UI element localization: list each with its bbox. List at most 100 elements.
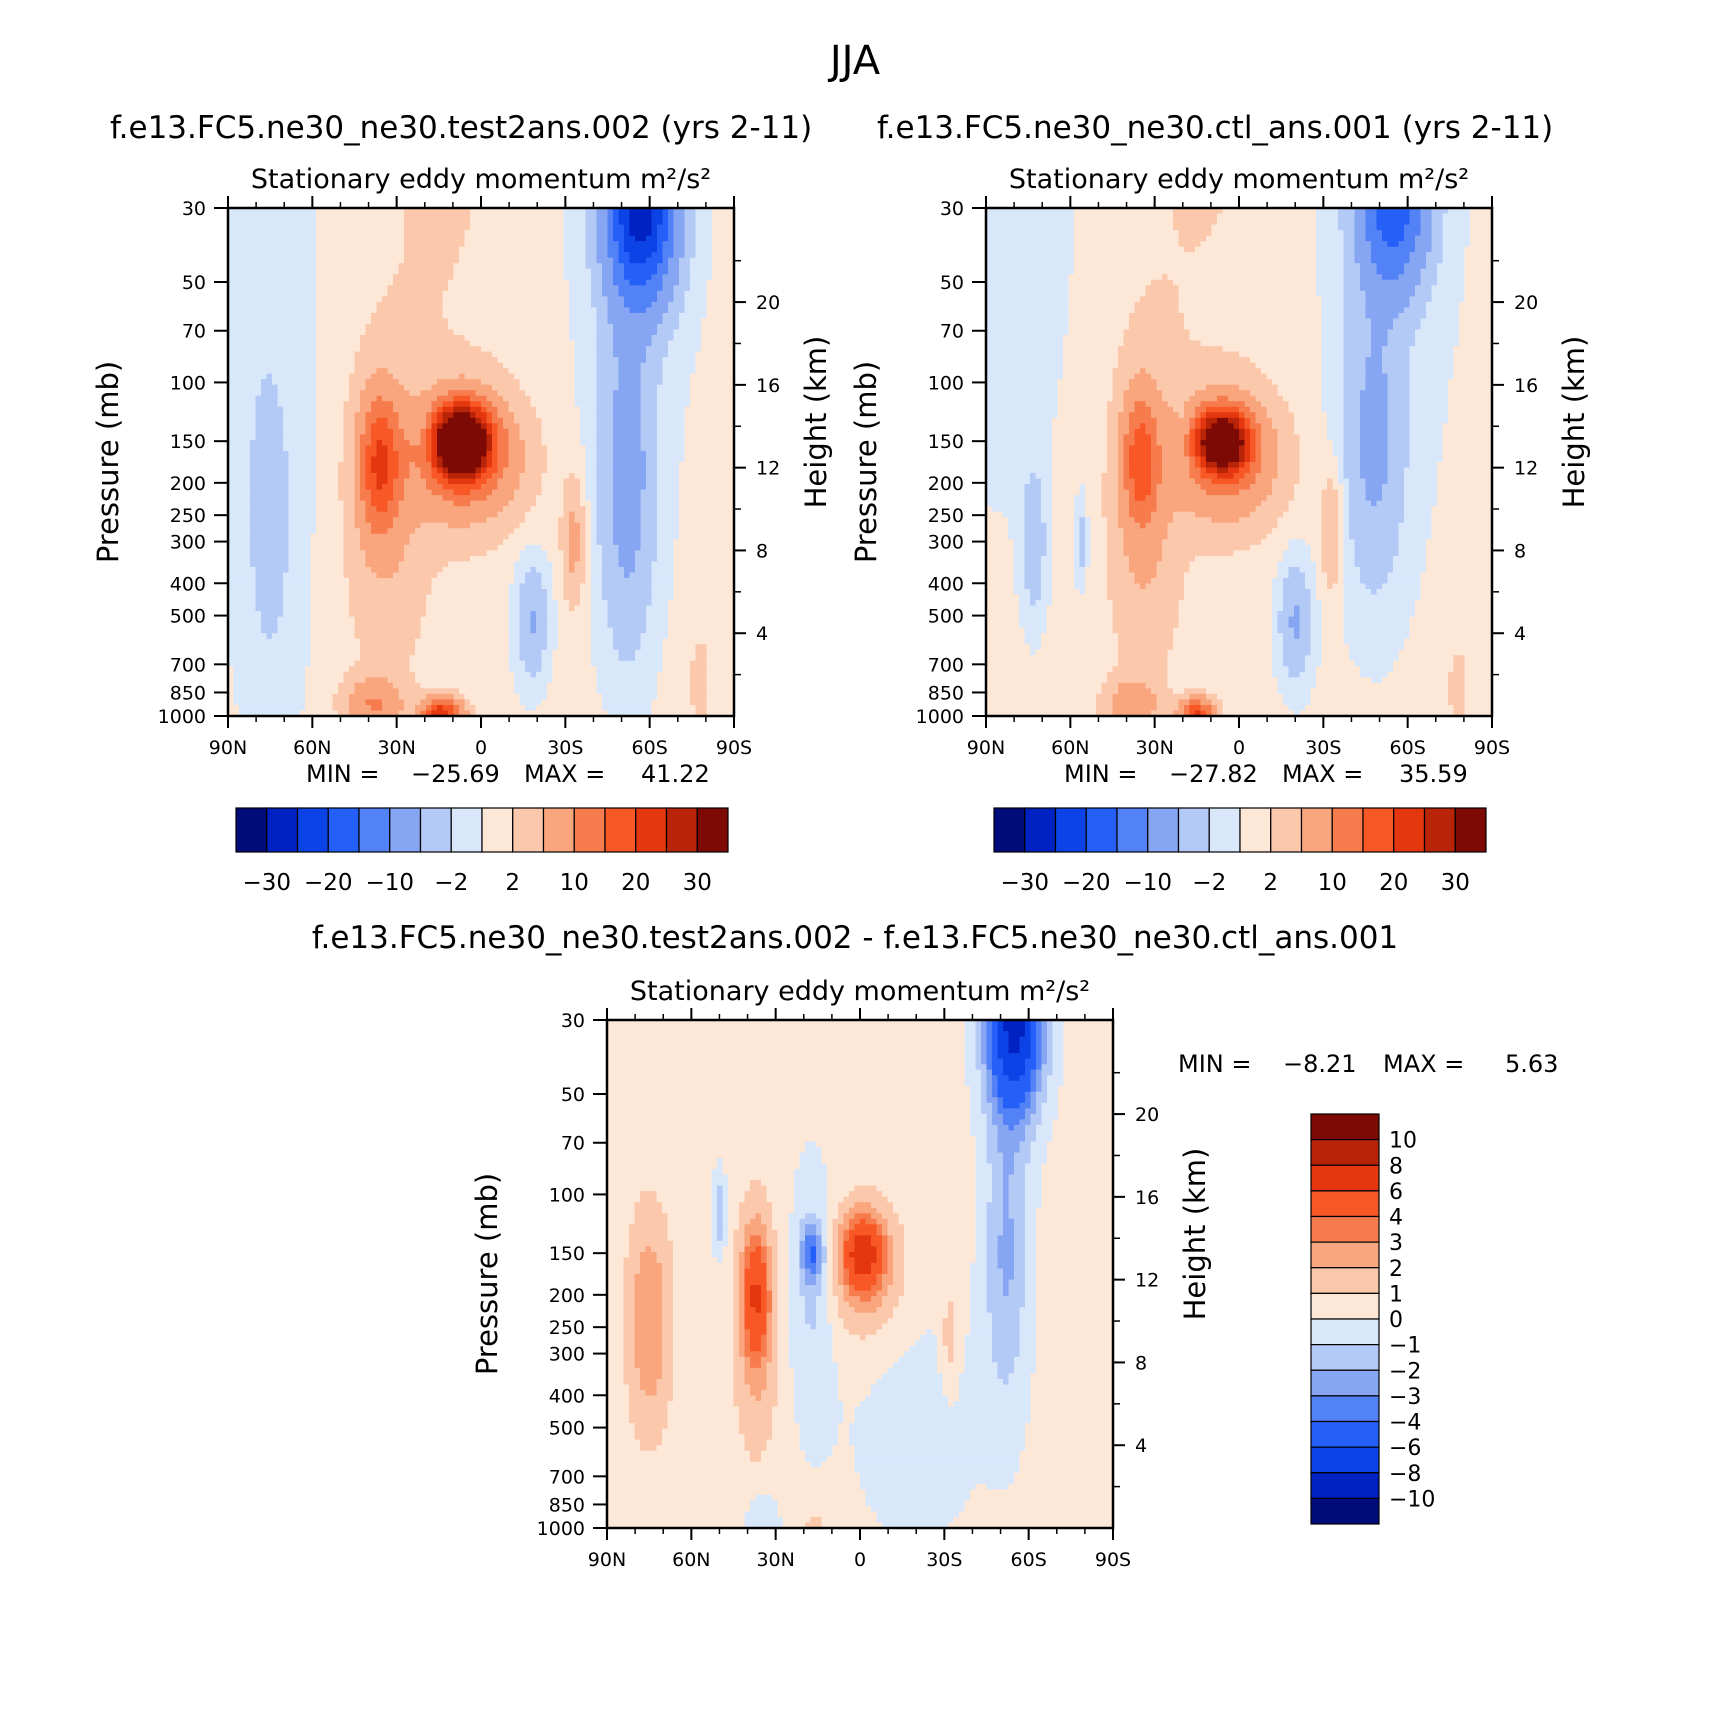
colorbar-swatch: [451, 808, 482, 852]
colorbar-tick-label: 10: [1318, 870, 1347, 896]
x-tick-label: 60S: [1390, 737, 1426, 759]
y-tick-label: 70: [561, 1133, 585, 1155]
colorbar-swatch: [298, 808, 329, 852]
x-tick-label: 0: [854, 1549, 866, 1571]
colorbar-tick-label: 2: [1389, 1257, 1403, 1282]
colorbar-swatch: [1311, 1165, 1379, 1191]
colorbar-swatch: [1311, 1396, 1379, 1422]
y-tick-label: 500: [928, 606, 964, 628]
x-tick-label: 90S: [1095, 1549, 1131, 1571]
colorbar-swatch: [1302, 808, 1333, 852]
colorbar-swatch: [390, 808, 421, 852]
max-value: 5.63: [1505, 1050, 1558, 1078]
panel-1-contour-field: [228, 208, 735, 717]
colorbar-tick-label: 8: [1389, 1154, 1403, 1179]
colorbar-swatch: [574, 808, 605, 852]
y-tick-label: 100: [170, 372, 206, 394]
colorbar-swatch: [328, 808, 359, 852]
colorbar-tick-label: 0: [1389, 1308, 1403, 1333]
colorbar-swatch: [1394, 808, 1425, 852]
colorbar-tick-label: 10: [560, 870, 589, 896]
colorbar-swatch: [1240, 808, 1271, 852]
x-tick-label: 30S: [547, 737, 583, 759]
colorbar-swatch: [1271, 808, 1302, 852]
y-tick-label: 30: [182, 198, 206, 220]
colorbar-swatch: [1311, 1217, 1379, 1243]
colorbar-swatch: [994, 808, 1025, 852]
colorbar-swatch: [1311, 1447, 1379, 1473]
y-tick-label: 70: [940, 321, 964, 343]
colorbar-swatch: [1311, 1422, 1379, 1448]
y-tick-label: 200: [549, 1285, 585, 1307]
colorbar-swatch: [1086, 808, 1117, 852]
colorbar-swatch: [1148, 808, 1179, 852]
panel-3-stats: MIN = −8.21 MAX = 5.63: [1178, 1050, 1558, 1078]
min-value: −27.82: [1169, 760, 1258, 788]
y-tick-label: 1000: [158, 706, 206, 728]
y-tick-label: 150: [170, 431, 206, 453]
y-tick-label: 700: [928, 654, 964, 676]
x-tick-label: 60N: [1051, 737, 1089, 759]
colorbar-tick-label: −2: [1192, 870, 1226, 896]
y-tick-label: 30: [561, 1010, 585, 1032]
colorbar-swatch: [1056, 808, 1087, 852]
x-tick-label: 0: [1233, 737, 1245, 759]
colorbar-tick-label: −20: [1062, 870, 1111, 896]
panel-1-stats: MIN = −25.69 MAX = 41.22: [306, 760, 710, 788]
colorbar-tick-label: 1: [1389, 1282, 1403, 1307]
colorbar-tick-label: −10: [365, 870, 414, 896]
height-tick-label: 4: [756, 623, 768, 645]
min-value: −25.69: [411, 760, 500, 788]
x-tick-label: 90S: [716, 737, 752, 759]
colorbar-tick-label: 6: [1389, 1180, 1403, 1205]
colorbar-swatch: [605, 808, 636, 852]
y-tick-label: 50: [561, 1084, 585, 1106]
colorbar-swatch: [1311, 1293, 1379, 1319]
colorbar-tick-label: 20: [621, 870, 650, 896]
y-tick-label: 300: [549, 1344, 585, 1366]
y-tick-label: 850: [170, 682, 206, 704]
pressure-axis-label: Pressure (mb): [849, 361, 883, 563]
y-tick-label: 30: [940, 198, 964, 220]
x-tick-label: 60N: [293, 737, 331, 759]
colorbar-tick-label: −8: [1389, 1462, 1421, 1487]
height-tick-label: 20: [1135, 1104, 1159, 1126]
height-tick-label: 12: [1514, 458, 1538, 480]
height-tick-label: 8: [1514, 540, 1526, 562]
panel-2-variable-title: Stationary eddy momentum m²/s²: [1009, 164, 1469, 195]
colorbar-tick-label: 30: [683, 870, 712, 896]
colorbar-swatch: [1311, 1242, 1379, 1268]
colorbar-tick-label: −30: [242, 870, 291, 896]
min-label: MIN =: [306, 760, 379, 788]
y-tick-label: 150: [549, 1243, 585, 1265]
x-tick-label: 60N: [672, 1549, 710, 1571]
y-tick-label: 250: [549, 1317, 585, 1339]
colorbar-tick-label: 30: [1441, 870, 1470, 896]
colorbar-tick-label: −1: [1389, 1334, 1421, 1359]
height-tick-label: 16: [1135, 1187, 1159, 1209]
colorbar-tick-label: −20: [304, 870, 353, 896]
y-tick-label: 100: [928, 372, 964, 394]
panel-2-contour-field: [986, 208, 1493, 717]
y-tick-label: 50: [940, 272, 964, 294]
min-label: MIN =: [1178, 1050, 1251, 1078]
colorbar-tick-label: −4: [1389, 1411, 1421, 1436]
colorbar-tick-label: 10: [1389, 1129, 1417, 1154]
height-axis-label: Height (km): [1178, 1148, 1212, 1321]
y-tick-label: 100: [549, 1184, 585, 1206]
height-tick-label: 16: [756, 375, 780, 397]
x-tick-label: 90N: [209, 737, 247, 759]
colorbar-tick-label: −3: [1389, 1385, 1421, 1410]
figure-canvas: Stationary eddy momentum m²/s²90N 60N 30N 0…: [0, 0, 1710, 1730]
colorbar-swatch: [1425, 808, 1456, 852]
y-tick-label: 300: [928, 532, 964, 554]
height-axis-label: Height (km): [799, 336, 833, 509]
y-tick-label: 70: [182, 321, 206, 343]
x-tick-label: 90N: [967, 737, 1005, 759]
colorbar-swatch: [267, 808, 298, 852]
colorbar-tick-label: −10: [1123, 870, 1172, 896]
y-tick-label: 50: [182, 272, 206, 294]
height-tick-label: 12: [756, 458, 780, 480]
colorbar-swatch: [513, 808, 544, 852]
height-tick-label: 16: [1514, 375, 1538, 397]
